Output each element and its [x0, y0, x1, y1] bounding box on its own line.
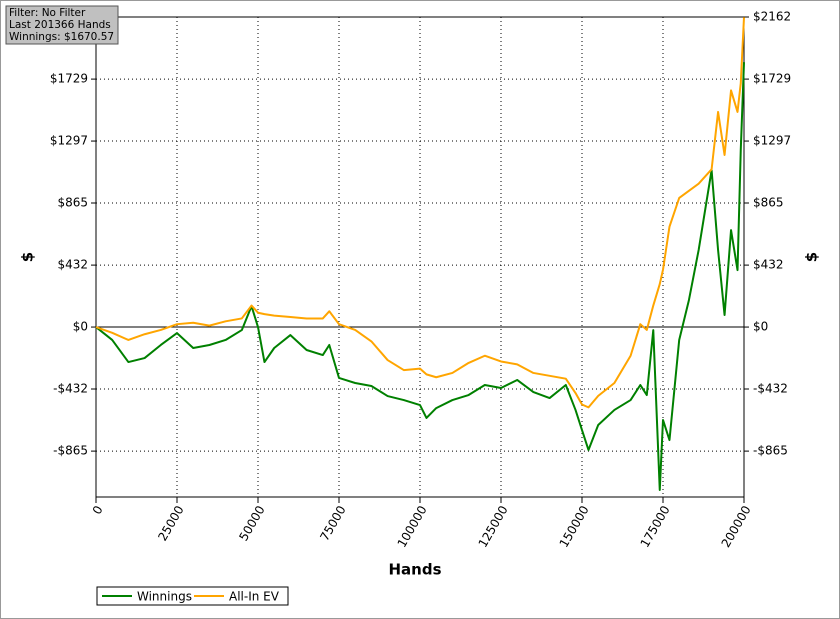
y2-axis-label: $	[803, 252, 821, 262]
y-tick-label: -$865	[53, 444, 88, 458]
y2-tick-label: $0	[753, 320, 768, 334]
y2-tick-label: $2162	[753, 10, 791, 24]
y-tick-label: $1729	[50, 72, 88, 86]
y2-tick-label: $1297	[753, 134, 791, 148]
y-tick-label: $1297	[50, 134, 88, 148]
plot-border	[95, 16, 745, 498]
series-line	[95, 62, 745, 491]
info-text: Filter: No Filter	[9, 7, 86, 19]
info-box	[5, 5, 119, 45]
y-tick-label: $0	[73, 320, 88, 334]
y-tick-label: $432	[57, 258, 88, 272]
y2-tick-label: $432	[753, 258, 784, 272]
y2-tick-label: -$865	[753, 444, 788, 458]
y2-tick-label: $1729	[753, 72, 791, 86]
legend-label: All-In EV	[229, 590, 280, 604]
y-tick-label: $865	[57, 196, 88, 210]
x-axis-label: Hands	[388, 561, 441, 579]
series-line	[95, 17, 745, 409]
y-axis-label: $	[19, 252, 37, 262]
info-text: Winnings: $1670.57	[9, 31, 114, 43]
legend-label: Winnings	[137, 590, 192, 604]
info-text: Last 201366 Hands	[9, 19, 111, 31]
y-tick-label: -$432	[53, 382, 88, 396]
legend-box	[96, 586, 289, 606]
y2-tick-label: $865	[753, 196, 784, 210]
y2-tick-label: -$432	[753, 382, 788, 396]
